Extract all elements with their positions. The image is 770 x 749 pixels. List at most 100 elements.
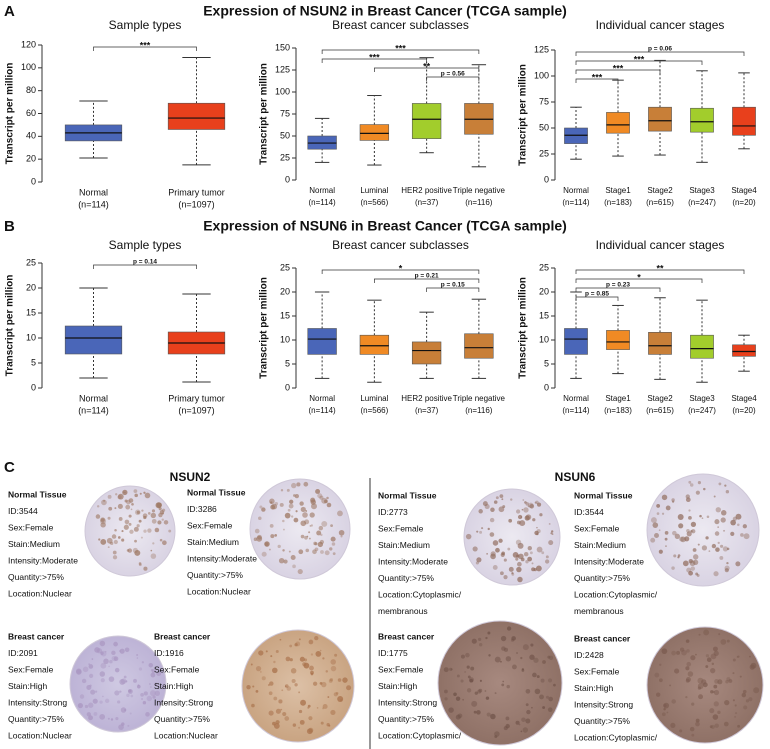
tissue-texture [289, 658, 293, 662]
significance-label: p = 0.85 [585, 291, 609, 298]
tissue-texture [501, 498, 504, 501]
tissue-texture [259, 505, 263, 509]
tissue-texture [661, 648, 668, 655]
tissue-texture [448, 707, 454, 713]
tissue-texture [486, 712, 491, 717]
tissue-texture [273, 723, 280, 729]
tissue-texture [138, 519, 142, 523]
y-tick-label: 25 [280, 262, 290, 272]
tissue-texture [119, 648, 125, 654]
tissue-texture [695, 490, 700, 495]
tissue-texture [275, 720, 280, 725]
tissue-info: Intensity:Moderate [378, 556, 448, 566]
tissue-texture [500, 571, 504, 576]
tissue-info: Quantity:>75% [378, 573, 434, 583]
tissue-texture [485, 696, 490, 700]
tissue-texture [498, 538, 503, 543]
tissue-texture [505, 656, 512, 662]
tissue-texture [141, 509, 144, 512]
tissue-texture [453, 692, 457, 697]
tissue-texture [111, 650, 116, 656]
tissue-texture [129, 529, 134, 534]
tissue-texture [730, 519, 736, 526]
tissue-texture [154, 682, 158, 686]
tissue-texture [136, 657, 139, 659]
tissue-texture [315, 651, 322, 657]
tissue-texture [471, 638, 477, 644]
tissue-texture [476, 710, 481, 715]
significance-bracket [374, 67, 480, 72]
tissue-texture [650, 517, 657, 524]
tissue-texture [692, 548, 697, 552]
tissue-core [84, 485, 176, 577]
tissue-texture [246, 684, 251, 690]
tissue-texture [490, 713, 496, 720]
tissue-texture [455, 696, 461, 701]
tissue-texture [141, 661, 145, 664]
significance-bracket [575, 296, 619, 301]
tissue-texture [100, 651, 104, 655]
tissue-texture [501, 646, 506, 651]
tissue-heading: Normal Tissue [8, 489, 67, 499]
tissue-texture [81, 678, 87, 684]
tissue-texture [726, 639, 730, 643]
tissue-texture [539, 694, 544, 700]
tissue-texture [685, 695, 688, 699]
tissue-texture [270, 501, 273, 504]
x-tick-label: HER2 positive [401, 186, 452, 195]
tissue-texture [521, 669, 525, 672]
chart-title: Individual cancer stages [596, 18, 725, 32]
y-tick-label: 10 [539, 334, 549, 344]
tissue-texture [258, 650, 264, 656]
tissue-texture [337, 510, 343, 517]
tissue-texture [713, 684, 718, 689]
tissue-texture [94, 690, 98, 693]
tissue-texture [325, 670, 329, 673]
tissue-texture [495, 496, 499, 500]
x-tick-label: Normal [309, 394, 335, 403]
tissue-texture [128, 498, 134, 503]
tissue-info: Quantity:>75% [8, 714, 64, 724]
tissue-texture [147, 512, 151, 515]
tissue-texture [512, 551, 519, 558]
tissue-texture [539, 513, 543, 517]
tissue-texture [525, 688, 531, 694]
tissue-texture [316, 707, 319, 709]
tissue-texture [677, 556, 680, 559]
chart-title: Breast cancer subclasses [332, 238, 469, 252]
tissue-texture [277, 544, 281, 549]
tissue-texture [527, 556, 533, 562]
tissue-texture [726, 561, 729, 565]
tissue-texture [284, 512, 291, 519]
tissue-core [69, 635, 167, 733]
tissue-texture [548, 540, 554, 546]
tissue-texture [329, 547, 333, 551]
tissue-texture [492, 540, 499, 546]
tissue-texture [478, 509, 483, 514]
tissue-texture [254, 528, 260, 534]
tissue-texture [250, 663, 253, 666]
tissue-texture [107, 546, 110, 549]
tissue-texture [654, 672, 660, 678]
tissue-texture [714, 519, 720, 525]
tissue-texture [113, 656, 119, 661]
y-tick-label: 0 [31, 176, 36, 186]
tissue-info: Stain:Medium [574, 540, 626, 550]
tissue-texture [690, 655, 696, 661]
tissue-texture [688, 509, 691, 512]
significance-label: *** [395, 43, 406, 53]
n-label: (n=114) [78, 405, 109, 415]
tissue-texture [522, 727, 529, 733]
tissue-texture [107, 516, 111, 520]
tissue-info: Stain:Medium [8, 539, 60, 549]
tissue-texture [658, 549, 663, 554]
tissue-texture [498, 506, 505, 513]
tissue-texture [95, 514, 101, 519]
n-label: (n=37) [415, 406, 439, 415]
tissue-texture [542, 706, 546, 709]
tissue-texture [130, 694, 134, 698]
x-tick-label: Stage2 [647, 186, 673, 195]
n-label: (n=20) [732, 198, 756, 207]
tissue-texture [503, 558, 507, 562]
tissue-texture [688, 515, 692, 520]
